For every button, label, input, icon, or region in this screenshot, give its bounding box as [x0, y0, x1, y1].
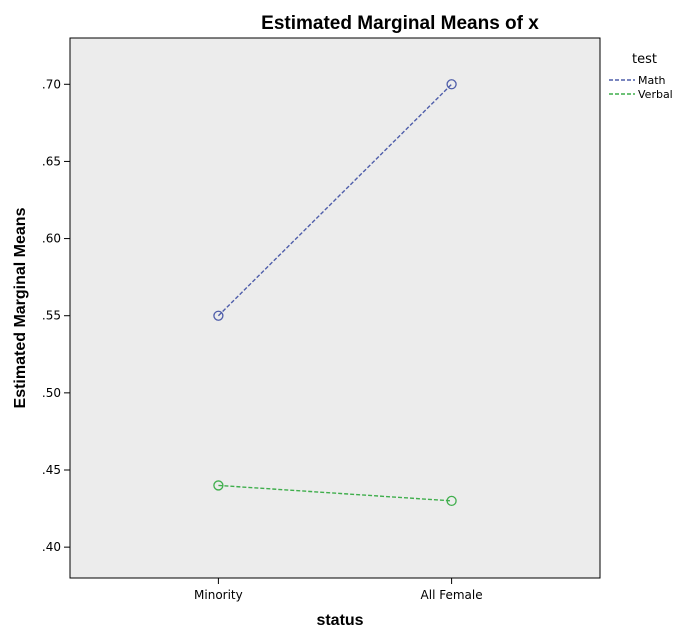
data-point [446, 79, 457, 90]
legend-title: test [632, 52, 657, 67]
x-axis-title: status [316, 612, 363, 629]
data-point [446, 495, 457, 507]
y-tick-label: .70 [42, 77, 61, 91]
x-tick-label: All Female [421, 588, 483, 602]
x-axis: Minority All Female [194, 578, 483, 602]
series-line [218, 484, 452, 502]
data-point [213, 480, 224, 491]
series-layer [213, 79, 457, 507]
x-tick-label: Minority [194, 588, 243, 602]
series-line [217, 83, 453, 317]
y-axis: .40 .45 .50 .55 .60 .65 .70 [42, 77, 70, 554]
y-tick-label: .50 [42, 386, 61, 400]
chart-title: Estimated Marginal Means of x [261, 13, 539, 34]
legend-label: Math [638, 74, 666, 87]
y-tick-label: .65 [42, 154, 61, 168]
y-tick-label: .40 [42, 540, 61, 554]
plot-area [69, 37, 601, 579]
legend-label: Verbal [638, 88, 673, 101]
y-axis-title: Estimated Marginal Means [12, 207, 29, 408]
data-point [213, 310, 224, 321]
y-tick-label: .55 [42, 309, 61, 323]
y-tick-label: .60 [42, 232, 61, 246]
y-tick-label: .45 [42, 463, 61, 477]
